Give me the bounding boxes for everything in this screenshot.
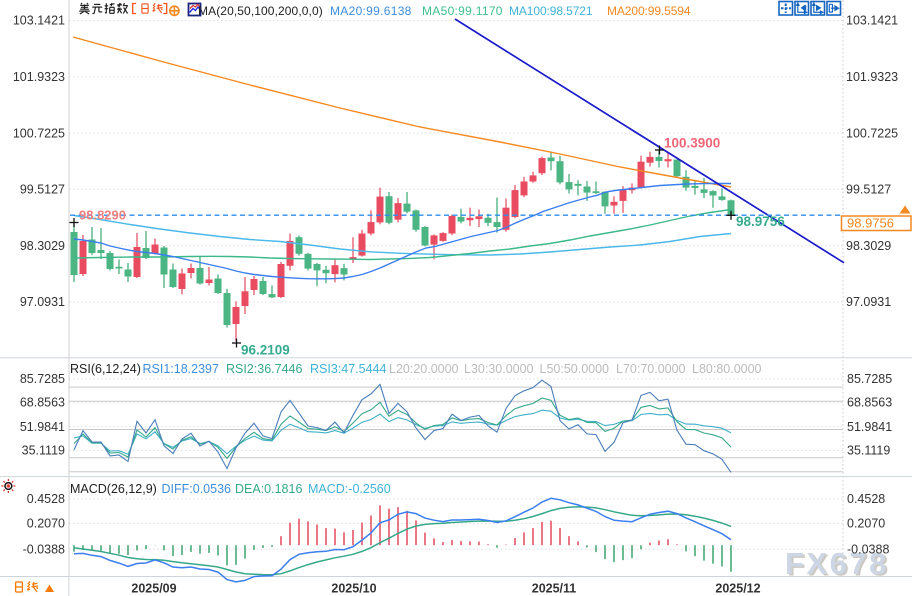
svg-text:RSI3:47.5444: RSI3:47.5444 — [310, 362, 386, 376]
svg-text:100.7225: 100.7225 — [13, 126, 65, 140]
svg-text:98.3029: 98.3029 — [20, 239, 65, 253]
svg-text:98.9756: 98.9756 — [847, 216, 894, 231]
svg-text:103.1421: 103.1421 — [13, 14, 65, 28]
svg-text:RSI2:36.7446: RSI2:36.7446 — [226, 362, 302, 376]
svg-text:85.7285: 85.7285 — [847, 372, 892, 386]
svg-text:RSI(6,12,24): RSI(6,12,24) — [70, 362, 141, 376]
svg-text:L70:70.0000: L70:70.0000 — [616, 362, 686, 376]
svg-text:0.2070: 0.2070 — [27, 517, 65, 531]
svg-text:100.7225: 100.7225 — [846, 126, 898, 140]
svg-text:MACD(26,12,9): MACD(26,12,9) — [70, 482, 157, 496]
svg-text:FX678: FX678 — [787, 548, 891, 583]
svg-text:2025/10: 2025/10 — [331, 582, 376, 596]
svg-text:96.2109: 96.2109 — [241, 343, 290, 358]
svg-text:MA100:98.5721: MA100:98.5721 — [509, 4, 593, 18]
svg-text:103.1421: 103.1421 — [846, 14, 898, 28]
svg-text:0.4528: 0.4528 — [847, 492, 885, 506]
svg-text:-0.0388: -0.0388 — [847, 543, 889, 557]
svg-text:51.9841: 51.9841 — [847, 420, 892, 434]
svg-text:-0.0388: -0.0388 — [23, 543, 65, 557]
svg-text:97.0931: 97.0931 — [20, 295, 65, 309]
svg-text:98.8290: 98.8290 — [79, 207, 126, 222]
svg-text:DEA:0.1816: DEA:0.1816 — [235, 482, 302, 496]
svg-text:99.5127: 99.5127 — [20, 183, 65, 197]
svg-text:2025/12: 2025/12 — [715, 582, 760, 596]
svg-text:68.8563: 68.8563 — [847, 396, 892, 410]
svg-text:2025/09: 2025/09 — [131, 582, 176, 596]
svg-text:35.1119: 35.1119 — [22, 444, 65, 458]
svg-text:98.3029: 98.3029 — [846, 239, 891, 253]
svg-text:MA200:99.5594: MA200:99.5594 — [607, 4, 691, 18]
svg-text:L30:30.0000: L30:30.0000 — [464, 362, 534, 376]
svg-text:101.9323: 101.9323 — [846, 70, 898, 84]
svg-text:101.9323: 101.9323 — [13, 70, 65, 84]
svg-text:L20:20.0000: L20:20.0000 — [389, 362, 459, 376]
svg-text:MA(20,50,100,200,0,0): MA(20,50,100,200,0,0) — [198, 4, 323, 18]
svg-text:RSI1:18.2397: RSI1:18.2397 — [143, 362, 219, 376]
svg-text:97.0931: 97.0931 — [846, 295, 891, 309]
svg-text:35.1119: 35.1119 — [847, 444, 890, 458]
svg-text:MACD:-0.2560: MACD:-0.2560 — [308, 482, 391, 496]
svg-text:2025/11: 2025/11 — [532, 582, 577, 596]
svg-text:DIFF:0.0536: DIFF:0.0536 — [162, 482, 232, 496]
svg-text:99.5127: 99.5127 — [846, 183, 891, 197]
svg-text:68.8563: 68.8563 — [20, 396, 65, 410]
svg-text:51.9841: 51.9841 — [20, 420, 65, 434]
svg-text:L50:50.0000: L50:50.0000 — [540, 362, 610, 376]
svg-text:98.9756: 98.9756 — [736, 214, 785, 229]
svg-text:FX678: FX678 — [785, 546, 889, 581]
svg-text:85.7285: 85.7285 — [20, 372, 65, 386]
svg-text:0.2070: 0.2070 — [847, 517, 885, 531]
svg-text:0.4528: 0.4528 — [27, 492, 65, 506]
svg-text:MA50:99.1170: MA50:99.1170 — [422, 4, 503, 18]
svg-text:100.3900: 100.3900 — [664, 136, 720, 151]
svg-text:L80:80.0000: L80:80.0000 — [692, 362, 762, 376]
svg-text:MA20:99.6138: MA20:99.6138 — [330, 4, 412, 18]
